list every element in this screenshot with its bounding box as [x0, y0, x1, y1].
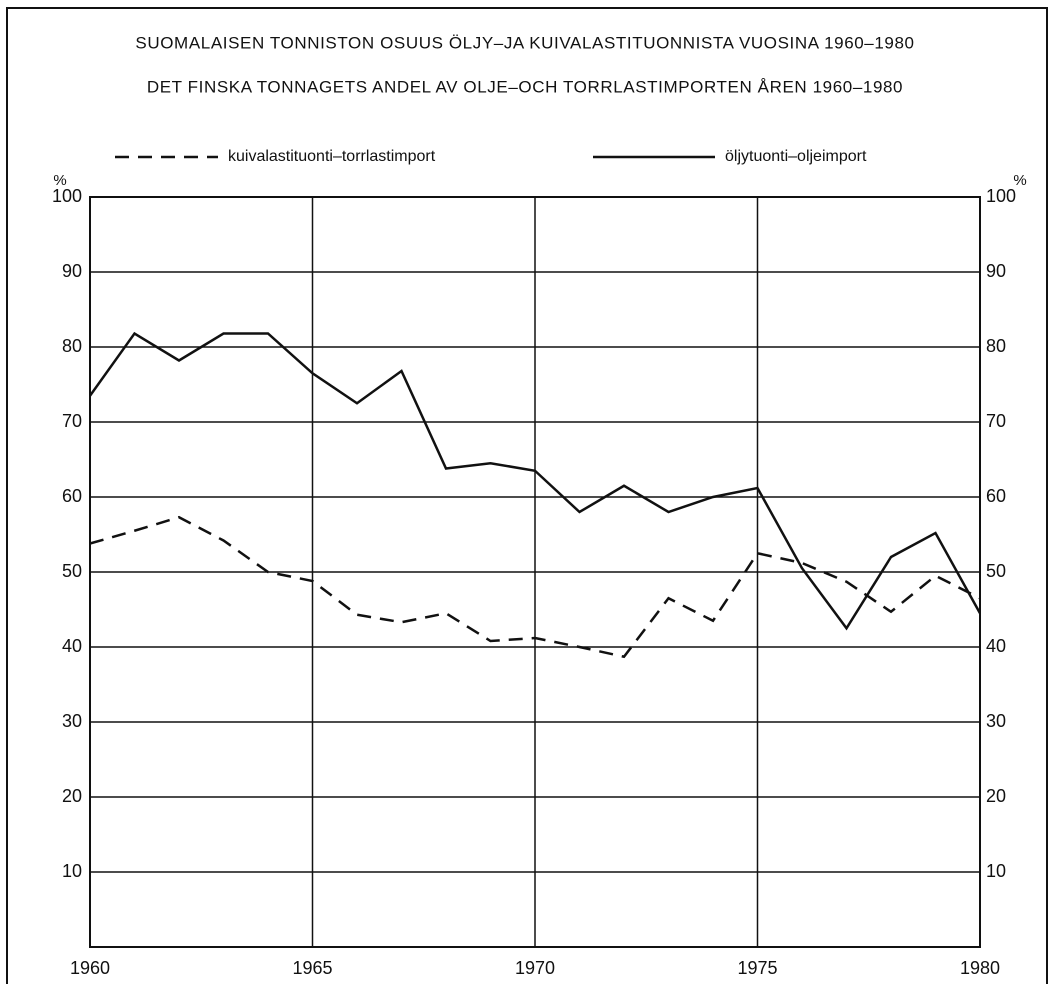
y2-tick-label: 10: [986, 861, 1006, 881]
legend-label: öljytuonti–oljeimport: [725, 148, 867, 165]
chart-title: SUOMALAISEN TONNISTON OSUUS ÖLJY–JA KUIV…: [135, 33, 914, 52]
frame: [6, 7, 1048, 984]
y-tick-label: 30: [62, 711, 82, 731]
y-tick-label: 90: [62, 261, 82, 281]
x-tick-label: 1965: [292, 958, 332, 978]
y-tick-label: 20: [62, 786, 82, 806]
y-tick-label: 40: [62, 636, 82, 656]
y-tick-label: 70: [62, 411, 82, 431]
y2-tick-label: 40: [986, 636, 1006, 656]
y2-tick-label: 30: [986, 711, 1006, 731]
x-tick-label: 1970: [515, 958, 555, 978]
y-tick-label: 80: [62, 336, 82, 356]
y2-tick-label: 90: [986, 261, 1006, 281]
y2-tick-label: 100: [986, 186, 1016, 206]
x-tick-label: 1980: [960, 958, 1000, 978]
series-line: [89, 515, 981, 659]
chart-subtitle: DET FINSKA TONNAGETS ANDEL AV OLJE–OCH T…: [147, 77, 903, 96]
y-axis-label: %: [53, 172, 66, 189]
y-tick-label: 60: [62, 486, 82, 506]
series-line: [88, 331, 982, 631]
y-tick-label: 10: [62, 861, 82, 881]
y2-tick-label: 20: [986, 786, 1006, 806]
y2-tick-label: 50: [986, 561, 1006, 581]
y2-tick-label: 60: [986, 486, 1006, 506]
y-tick-label: 50: [62, 561, 82, 581]
x-tick-label: 1960: [70, 958, 110, 978]
y2-axis-label: %: [1013, 172, 1026, 189]
y2-tick-label: 80: [986, 336, 1006, 356]
y-tick-label: 100: [52, 186, 82, 206]
y2-tick-label: 70: [986, 411, 1006, 431]
x-tick-label: 1975: [737, 958, 777, 978]
legend-label: kuivalastituonti–torrlastimport: [228, 148, 436, 165]
